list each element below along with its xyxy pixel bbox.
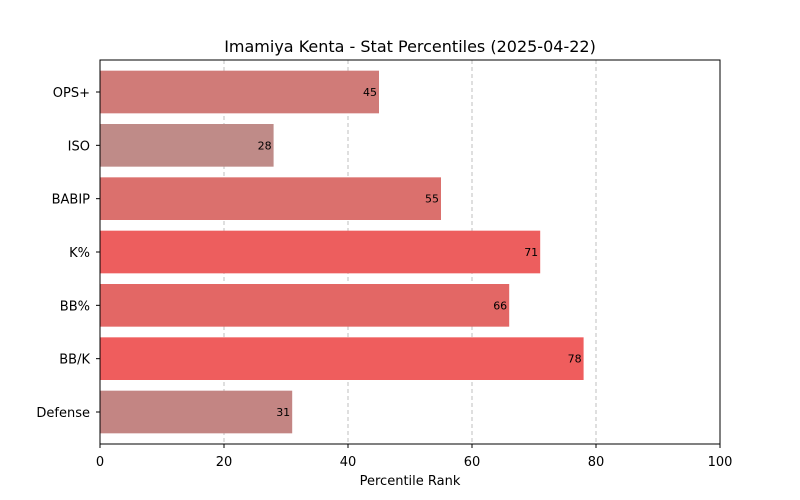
y-tick-label: OPS+ (53, 86, 90, 101)
x-tick-label: 40 (340, 455, 357, 470)
bar-ops- (100, 70, 379, 114)
y-tick-label: Defense (36, 406, 90, 421)
x-tick-label: 20 (216, 455, 233, 470)
data-label: 78 (568, 353, 582, 366)
y-axis: OPS+ ISO BABIP K% BB% BB/K Defense (36, 86, 100, 421)
data-label: 66 (493, 299, 507, 312)
y-tick-label: BB/K (59, 353, 90, 368)
bar-babip (100, 177, 441, 220)
x-axis-label: Percentile Rank (360, 474, 461, 489)
x-axis: 0 20 40 60 80 100 (96, 444, 733, 470)
y-tick-label: ISO (68, 139, 90, 154)
x-tick-label: 60 (464, 455, 481, 470)
data-label: 31 (276, 406, 290, 419)
y-tick-label: K% (69, 246, 90, 261)
chart-title: Imamiya Kenta - Stat Percentiles (2025-0… (224, 37, 596, 56)
x-tick-label: 0 (96, 455, 104, 470)
bar-defense (100, 390, 293, 434)
bars (100, 70, 584, 434)
y-tick-label: BB% (60, 299, 90, 314)
bar-iso (100, 124, 274, 167)
x-tick-label: 100 (708, 455, 733, 470)
data-label: 55 (425, 193, 439, 206)
bar-bb- (100, 284, 510, 327)
data-label: 71 (524, 246, 538, 259)
data-label: 28 (258, 139, 272, 152)
y-tick-label: BABIP (52, 193, 91, 208)
data-labels: 45 28 55 71 66 78 31 (258, 86, 582, 419)
data-label: 45 (363, 86, 377, 99)
x-tick-label: 80 (588, 455, 605, 470)
bar-k- (100, 230, 541, 274)
bar-bb-k (100, 337, 584, 380)
